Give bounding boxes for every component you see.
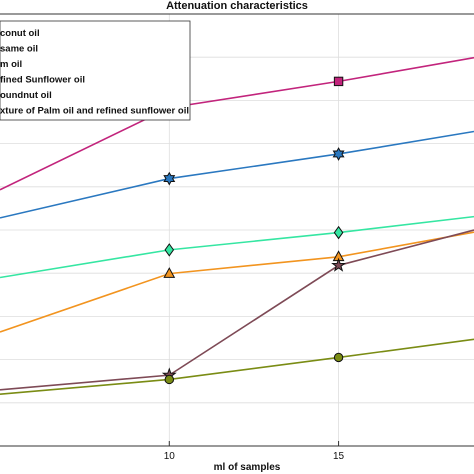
legend: conut oil same oil m oil fined Sunflower oi… <box>0 20 191 121</box>
legend-entry-1: same oil <box>0 44 38 55</box>
series-2 <box>0 215 474 279</box>
plot-series <box>0 56 474 395</box>
data-point <box>163 267 176 278</box>
legend-entry-5: xture of Palm oil and refined sunflower … <box>0 106 189 117</box>
legend-entry-0: conut oil <box>0 28 40 39</box>
series-line-1 <box>0 130 474 219</box>
data-point <box>333 76 344 87</box>
data-point <box>164 374 174 385</box>
series-5 <box>0 338 474 395</box>
legend-entry-2: m oil <box>0 59 22 70</box>
chart-title: Attenuation characteristics <box>166 0 308 12</box>
series-line-3 <box>0 231 474 333</box>
x-tick-label-15: 15 <box>333 451 345 462</box>
data-point <box>164 243 175 257</box>
data-point <box>333 352 344 363</box>
series-line-4 <box>0 229 474 391</box>
data-point <box>333 225 344 240</box>
series-line-5 <box>0 338 474 395</box>
series-4 <box>0 229 474 391</box>
data-point <box>331 257 347 272</box>
series-line-0 <box>0 56 474 191</box>
legend-entry-4: oundnut oil <box>0 90 52 101</box>
axes: 10 15 <box>0 13 474 462</box>
series-line-2 <box>0 215 474 279</box>
series-1 <box>0 130 474 219</box>
data-point <box>332 147 345 161</box>
series-3 <box>0 231 474 333</box>
legend-box <box>0 20 191 121</box>
x-axis-label: ml of samples <box>214 462 281 473</box>
data-point <box>163 171 176 186</box>
x-tick-label-10: 10 <box>164 451 176 462</box>
legend-entry-3: fined Sunflower oil <box>0 75 85 86</box>
